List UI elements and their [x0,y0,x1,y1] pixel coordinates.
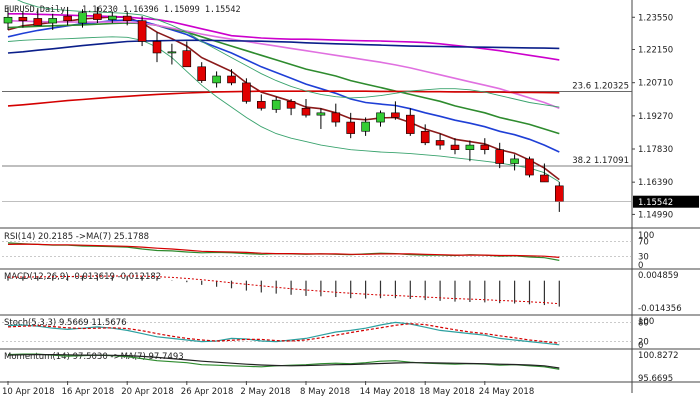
indicator-tick-label: 100 [638,317,654,327]
candle-body [18,16,28,22]
indicator-tick-label: 30 [638,253,649,263]
overlay-band [7,36,560,183]
price-tick-label: 1.20710 [638,79,673,89]
ohlc-header: 1.16230 1.16396 1.15099 1.15542 [82,5,241,15]
candle-body [450,144,460,150]
candle-body [331,112,341,123]
candle-body [540,174,549,183]
indicator-label: RSI(14) 20.2185 ->MA(7) 25.1788 [4,232,149,242]
price-tick-label: 1.22150 [638,46,673,56]
chart-title: EURUSD,Daily [4,5,65,15]
candle-body [152,41,162,54]
candle-body [137,20,147,42]
indicator-label: Stoch(5,3,3) 9.5669 11.5676 [4,318,127,328]
candle-body [212,75,221,84]
price-tick-label: 1.16390 [638,178,673,188]
candle-body [167,51,177,54]
indicator-tick-label: 100 [638,231,654,241]
price-tick-label: 1.14990 [638,210,673,220]
candle-body [63,15,72,22]
indicator-tick-label: -0.014356 [638,304,682,314]
indicator-series-line [7,354,560,369]
indicator-tick-label: 0 [638,341,643,351]
overlay-ema_green [7,22,560,135]
candle-body [48,18,58,24]
indicator-series-line [7,323,560,344]
candle-body [3,16,13,24]
candle-body [420,130,430,144]
candle-body [316,112,326,116]
time-tick-label: 8 May 2018 [300,387,350,397]
time-tick-label: 14 May 2018 [360,387,415,397]
current-price-box [633,195,699,208]
current-price-label: 1.15542 [638,198,673,208]
indicator-tick-label: 95.6695 [638,374,673,384]
time-tick-label: 2 May 2018 [240,387,290,397]
candle-body [256,101,266,109]
price-tick-label: 1.17830 [638,145,673,155]
time-tick-label: 26 Apr 2018 [181,387,234,397]
price-tick-label: 1.23550 [638,13,673,23]
candle-body [554,185,564,202]
candle-body [301,107,311,116]
candle-body [197,66,206,81]
time-axis: 10 Apr 2018 16 Apr 2018 20 Apr 2018 26 Apr … [2,381,534,397]
candle-body [33,18,43,26]
candle-body [495,149,505,164]
candle-body [346,121,356,134]
time-tick-label: 18 May 2018 [419,387,474,397]
overlay-ema_navy [7,39,560,54]
price-tick-label: 1.19270 [638,112,673,122]
overlay-ema_pink [7,19,560,109]
indicator-tick-label: 0.004859 [638,271,679,281]
candle-body [376,112,385,123]
time-tick-label: 10 Apr 2018 [2,387,55,397]
indicator-tick-label: 100.8272 [638,351,679,361]
time-tick-label: 16 Apr 2018 [62,387,115,397]
candle-body [108,15,117,20]
candle-body [271,99,281,110]
candle-body [405,114,415,134]
candle-body [242,82,251,102]
candle-body [286,101,296,109]
candle-body [435,140,445,146]
candle-body [93,13,102,20]
candle-body [227,75,236,84]
indicator-tick-label: 20 [638,338,649,348]
indicator-label: Momentum(14) 97.5030 ->MA(7) 97.7493 [4,352,184,362]
candle-body [525,158,534,176]
candle-body [480,144,490,150]
time-tick-label: 20 Apr 2018 [121,387,174,397]
candle-body [510,158,519,164]
candle-body [361,121,370,132]
overlay-band [16,0,560,108]
overlay-ema_red [7,90,560,107]
candle-body [78,12,87,24]
indicator-series-line [7,243,560,258]
time-tick-label: 24 May 2018 [479,387,534,397]
fib-level-label: 38.2 1.17091 [572,156,629,166]
candle-body [182,50,192,68]
fib-level-label: 23.6 1.20325 [572,82,629,92]
candle-body [465,144,475,150]
indicator-tick-label: 70 [638,237,649,247]
macd-signal-line [7,275,560,305]
candle-body [391,112,400,118]
candle-body [122,15,132,22]
indicator-tick-label: 0 [638,261,643,271]
indicator-tick-label: 80 [638,318,649,328]
